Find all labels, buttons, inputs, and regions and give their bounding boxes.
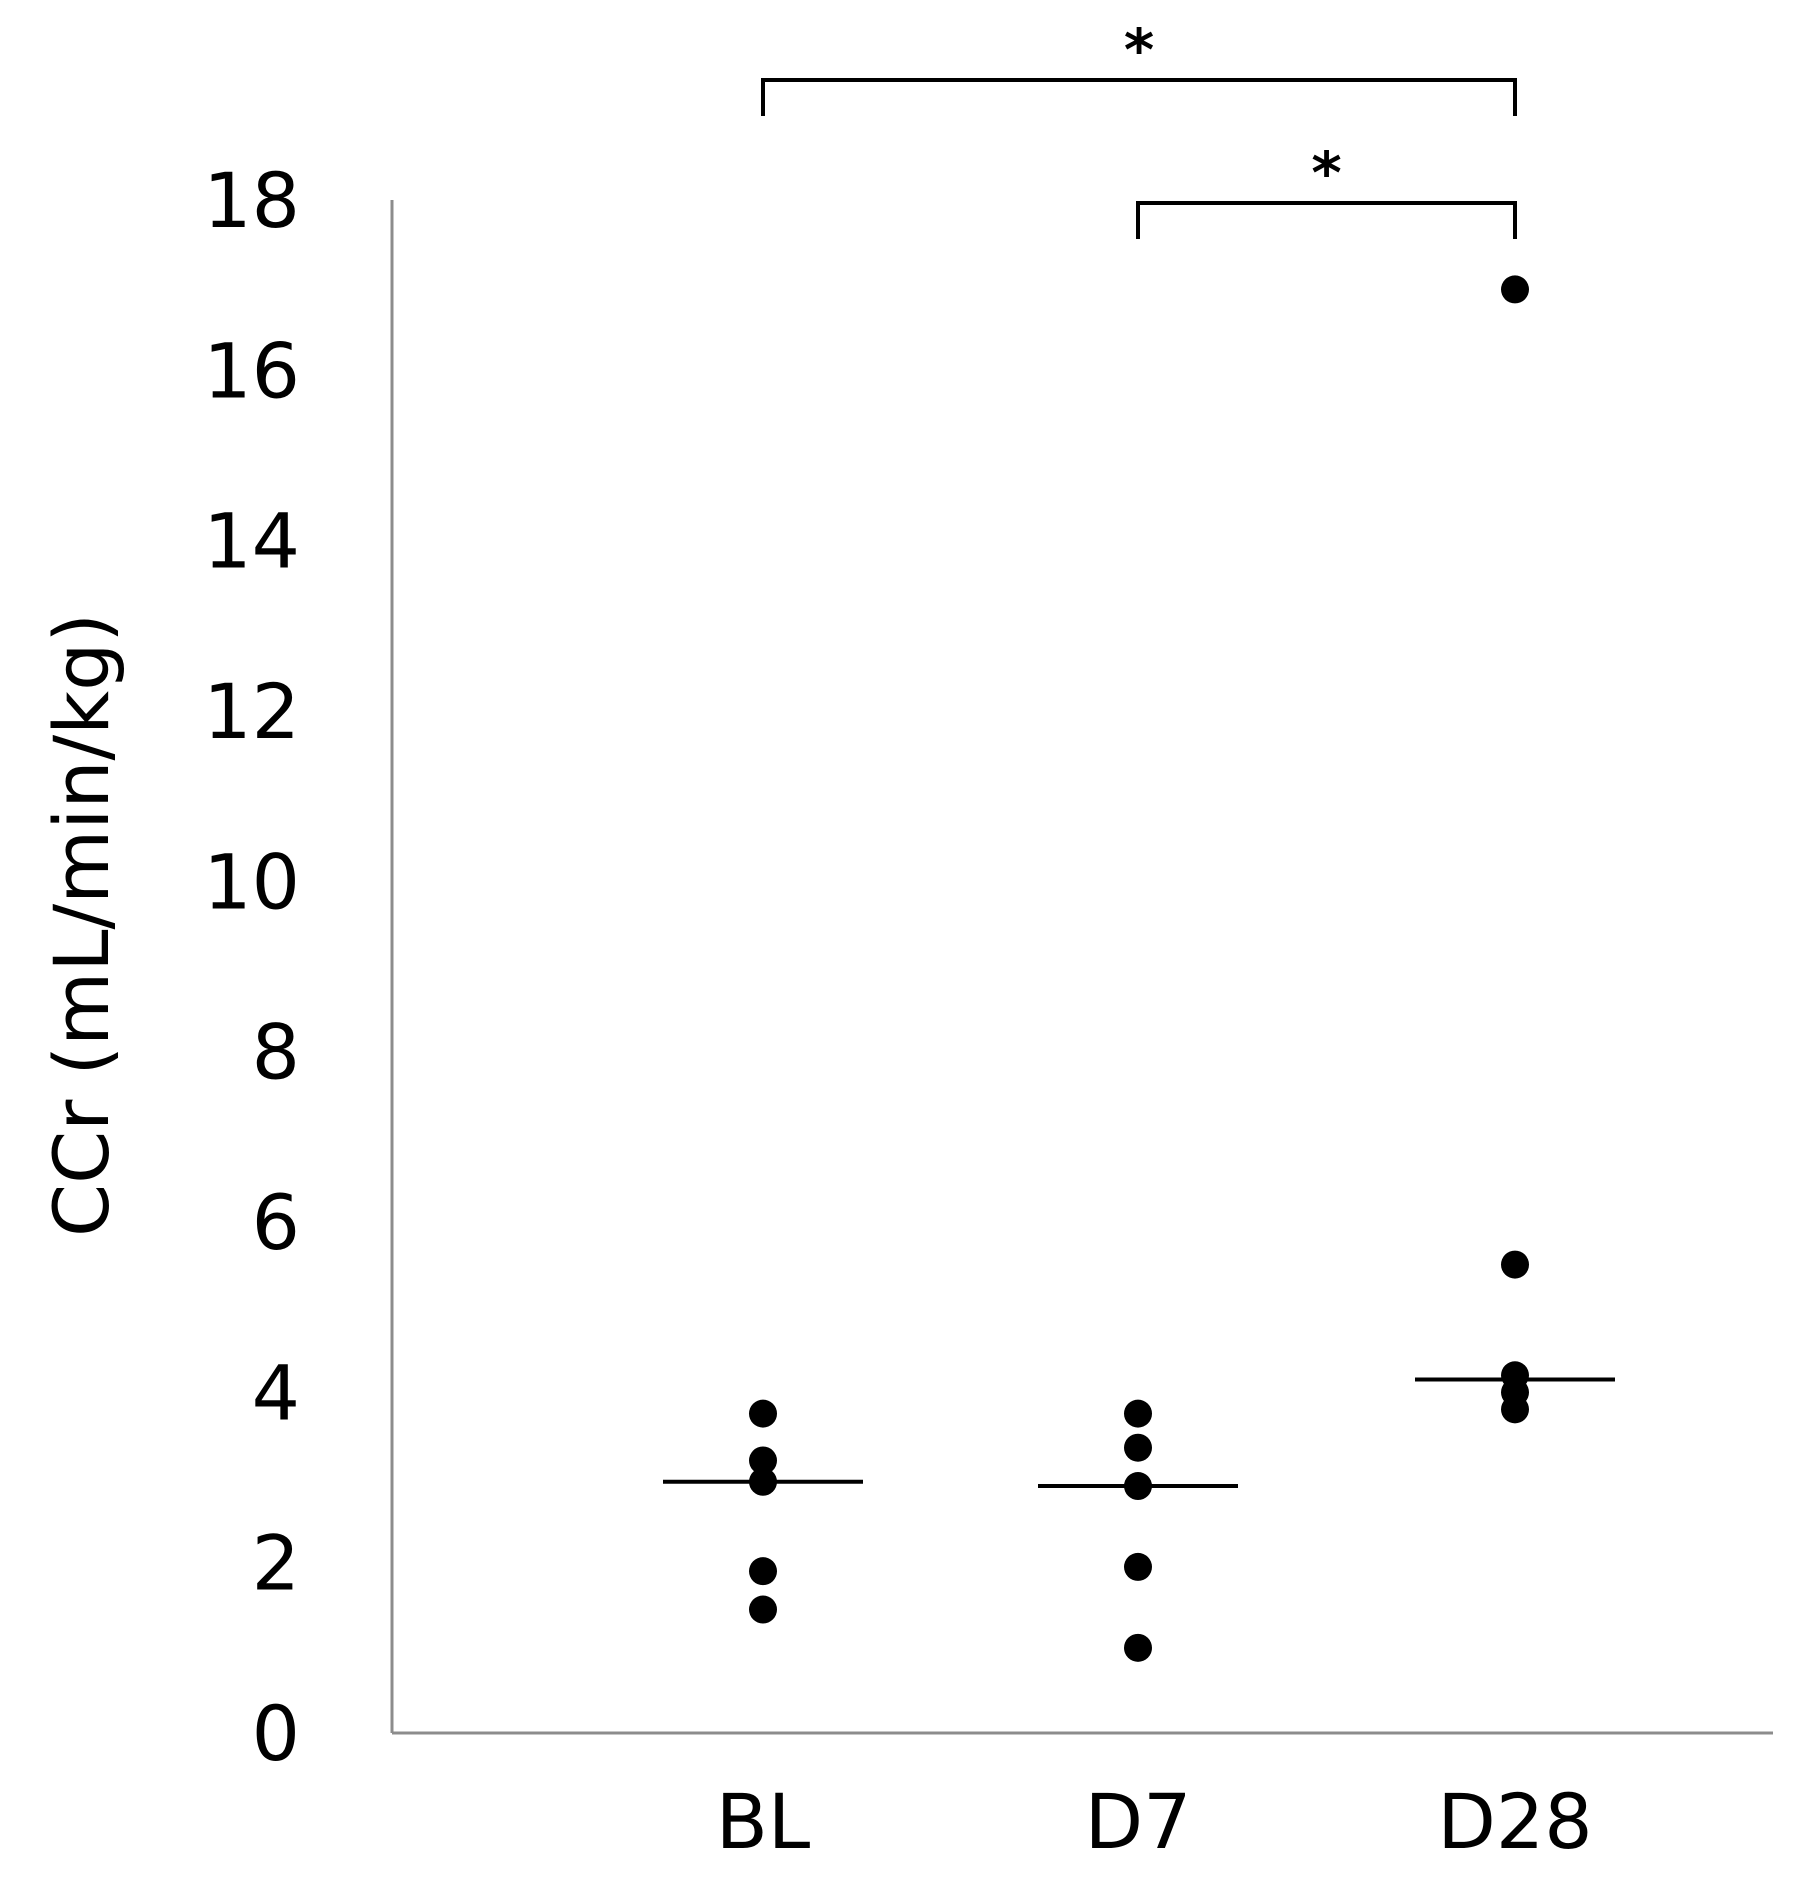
data-point xyxy=(1501,1395,1529,1424)
y-tick-label: 8 xyxy=(252,1008,300,1097)
y-tick-label: 14 xyxy=(203,497,300,586)
data-point xyxy=(1124,1399,1152,1428)
significance-star: * xyxy=(1124,16,1154,84)
y-axis-title: CCr (mL/min/kg) xyxy=(37,613,126,1237)
significance-bracket xyxy=(761,78,1517,116)
y-tick-labels: 0 2 4 6 8 10 12 14 16 18 xyxy=(203,156,300,1778)
data-point xyxy=(749,1557,777,1586)
significance-star: * xyxy=(1311,139,1341,207)
y-tick-label: 0 xyxy=(252,1689,300,1778)
y-tick-label: 10 xyxy=(203,837,300,926)
y-tick-label: 12 xyxy=(203,667,300,756)
data-point xyxy=(1124,1472,1152,1501)
data-points xyxy=(749,275,1529,1662)
data-point xyxy=(1124,1433,1152,1462)
y-tick-label: 16 xyxy=(203,326,300,415)
x-category-label: BL xyxy=(716,1777,810,1866)
y-tick-label: 6 xyxy=(252,1178,300,1267)
median-lines xyxy=(663,1377,1615,1489)
data-point xyxy=(749,1595,777,1624)
data-point xyxy=(749,1467,777,1496)
y-tick-label: 18 xyxy=(203,156,300,245)
data-point xyxy=(749,1446,777,1475)
axes xyxy=(390,200,1773,1735)
data-point xyxy=(1124,1633,1152,1662)
data-point xyxy=(1501,275,1529,304)
data-point xyxy=(1501,1250,1529,1279)
significance-brackets: ** xyxy=(761,16,1517,239)
data-point xyxy=(1124,1552,1152,1581)
x-category-labels: BL D7 D28 xyxy=(716,1777,1593,1866)
x-category-label: D7 xyxy=(1085,1777,1192,1866)
significance-bracket xyxy=(1136,201,1517,239)
data-point xyxy=(749,1399,777,1428)
y-tick-label: 4 xyxy=(252,1348,300,1437)
y-tick-label: 2 xyxy=(252,1519,300,1608)
x-category-label: D28 xyxy=(1437,1777,1592,1866)
